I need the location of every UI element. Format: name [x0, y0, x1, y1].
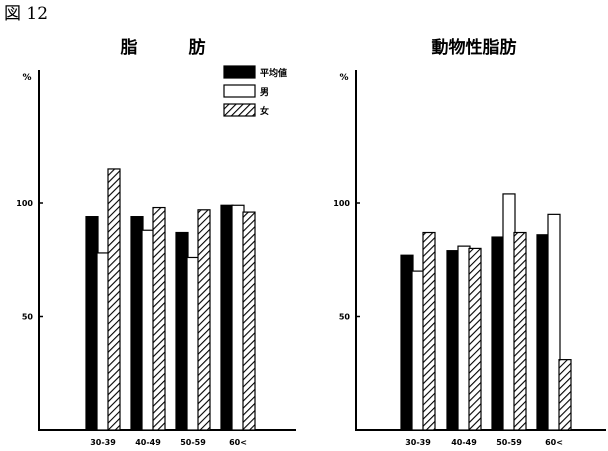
bar-男-40-49 — [141, 229, 155, 431]
bar-男-30-39 — [96, 252, 110, 431]
bar-女-30-39 — [107, 168, 121, 431]
x-category-label: 60< — [229, 438, 247, 447]
bar-女-40-49 — [152, 206, 166, 431]
bar-女-30-39 — [422, 231, 436, 431]
panel-title: 動物性脂肪 — [432, 37, 517, 58]
bar-男-50-59 — [502, 193, 516, 431]
bar-男-60< — [547, 213, 561, 431]
bar-平均値-30-39 — [85, 216, 99, 431]
bar-平均値-50-59 — [175, 231, 189, 431]
y-tick-label: 50 — [22, 313, 34, 322]
y-unit-label: % — [22, 73, 31, 83]
legend-label: 平均値 — [260, 67, 287, 79]
bar-平均値-60< — [220, 204, 234, 431]
x-category-label: 40-49 — [135, 438, 161, 447]
bar-男-60< — [231, 204, 245, 431]
legend-label: 男 — [260, 87, 269, 98]
bar-平均値-60< — [536, 234, 550, 431]
bar-男-50-59 — [186, 256, 200, 431]
x-category-label: 40-49 — [451, 438, 477, 447]
chart-panel-fat: 脂 肪% 50 100 30-39 40-49 50-59 60< — [16, 37, 296, 447]
legend-swatch-solid — [223, 65, 256, 79]
bar-女-50-59 — [197, 209, 211, 431]
bar-平均値-40-49 — [446, 250, 460, 431]
x-category-label: 60< — [545, 438, 563, 447]
bar-女-60< — [242, 211, 256, 431]
bar-男-40-49 — [457, 245, 471, 431]
chart-panel-animal-fat: 動物性脂肪% 50 100 30-39 40-49 50-59 60< — [333, 37, 606, 447]
bar-男-30-39 — [411, 270, 425, 431]
bar-平均値-50-59 — [491, 236, 505, 431]
legend-swatch-open — [223, 84, 256, 98]
bar-平均値-40-49 — [130, 216, 144, 431]
bar-女-60< — [558, 359, 572, 431]
bar-女-50-59 — [513, 231, 527, 431]
panel-title: 脂 肪 — [121, 37, 206, 58]
y-tick-label: 100 — [16, 199, 33, 208]
x-category-label: 50-59 — [180, 438, 206, 447]
x-category-label: 50-59 — [496, 438, 522, 447]
bar-平均値-30-39 — [400, 254, 414, 431]
y-tick-label: 50 — [339, 313, 351, 322]
y-unit-label: % — [339, 73, 348, 83]
figure-label: 図 12 — [4, 4, 48, 24]
bar-女-40-49 — [468, 247, 482, 431]
legend-swatch-hatched — [223, 103, 256, 117]
legend-label: 女 — [260, 105, 269, 117]
y-tick-label: 100 — [333, 199, 350, 208]
x-category-label: 30-39 — [405, 438, 431, 447]
x-category-label: 30-39 — [90, 438, 116, 447]
